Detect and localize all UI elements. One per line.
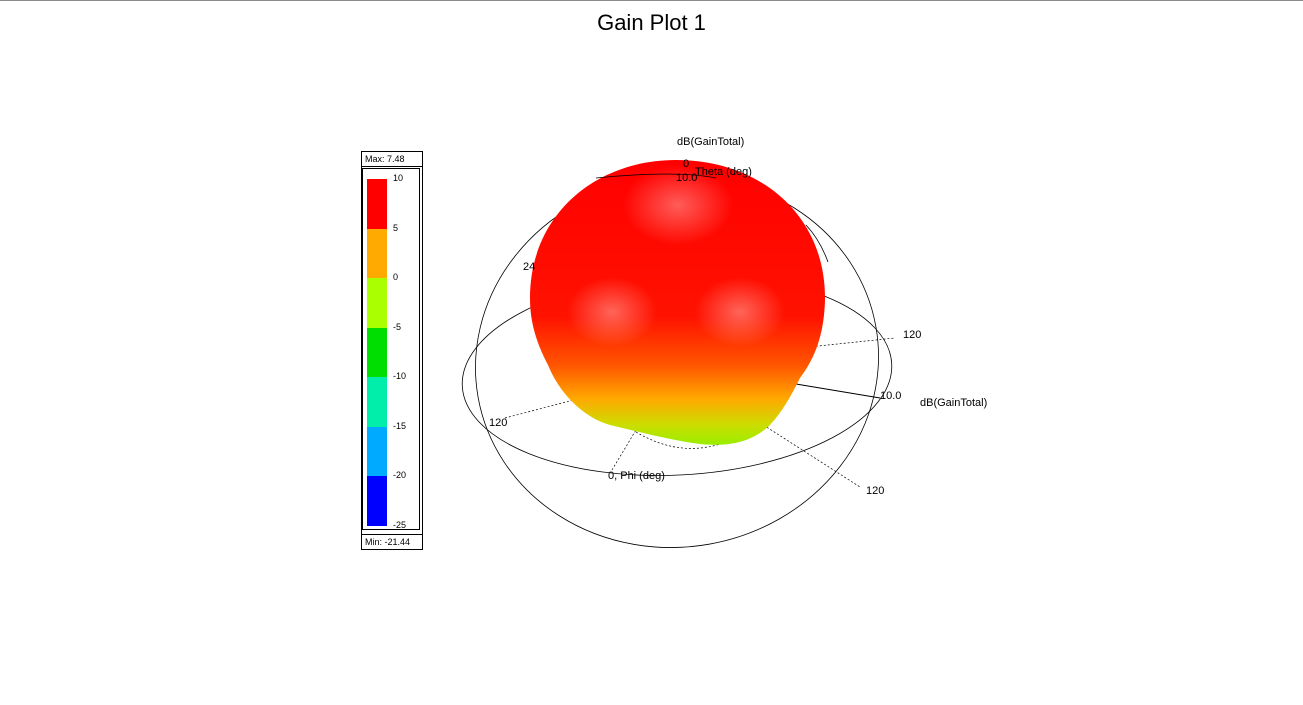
- plot-title: Gain Plot 1: [597, 10, 706, 35]
- label-120-bottom: 120: [866, 485, 884, 497]
- lobe-highlight-left: [567, 277, 657, 347]
- legend-tick-label: 10: [393, 173, 404, 183]
- legend-swatch: [367, 278, 387, 328]
- radiation-lobe: [530, 160, 826, 445]
- window-top-border: [0, 0, 1303, 1]
- axis-dashed-phi: [611, 429, 637, 471]
- legend-max-label: Max: 7.48: [362, 152, 422, 167]
- label-ring-value-right: 10.0: [880, 390, 901, 402]
- label-db-right: dB(GainTotal): [920, 397, 987, 409]
- legend-tick-label: 5: [393, 222, 399, 233]
- lobe-highlight-top: [623, 165, 733, 245]
- legend-tick-label: -15: [393, 420, 407, 431]
- label-zero-top: 0: [683, 158, 689, 170]
- label-ring-value-top: 10.0: [676, 172, 697, 184]
- label-phi-axis: 0, Phi (deg): [608, 470, 665, 482]
- label-120-right: 120: [903, 329, 921, 341]
- legend-swatch: [367, 327, 387, 377]
- axis-solid-right: [789, 382, 881, 399]
- legend-tick-label: 0: [393, 272, 399, 282]
- label-theta-axis: Theta (deg): [695, 166, 752, 178]
- label-120-left: 120: [489, 417, 507, 429]
- phi-ring-front: [805, 224, 829, 263]
- legend-swatch: [367, 179, 387, 229]
- legend-swatch: [367, 426, 387, 476]
- color-legend: Max: 7.48 10 5 0 -5 -10 -15 -20 -25 Min: -21.44: [361, 151, 423, 550]
- legend-tick-label: -10: [393, 371, 407, 381]
- label-db-top: dB(GainTotal): [677, 136, 744, 148]
- legend-color-scale: 10 5 0 -5 -10 -15 -20 -25: [362, 168, 420, 530]
- legend-tick-label: -5: [393, 321, 402, 332]
- lobe-highlight-right: [695, 277, 785, 347]
- label-24: 24: [523, 261, 535, 273]
- axis-dashed-right: [779, 337, 896, 351]
- legend-tick-label: -20: [393, 470, 407, 480]
- theta-ring-front: [595, 173, 717, 179]
- legend-min-label: Min: -21.44: [362, 534, 422, 549]
- legend-tick-label: -25: [393, 519, 407, 530]
- legend-swatch: [367, 476, 387, 526]
- legend-swatch: [367, 228, 387, 278]
- legend-swatch: [367, 377, 387, 427]
